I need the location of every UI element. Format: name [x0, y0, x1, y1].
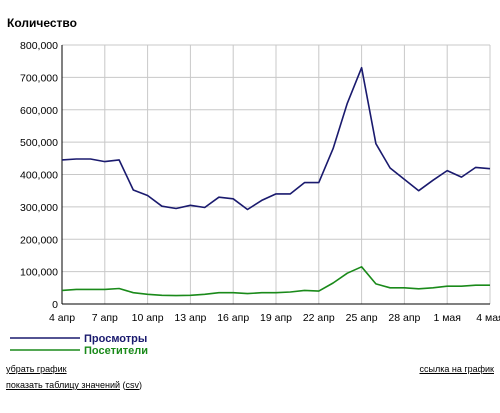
- y-tick-label: 700,000: [20, 72, 58, 84]
- y-tick-label: 400,000: [20, 170, 58, 182]
- x-tick-label: 13 апр: [174, 312, 206, 324]
- csv-open-paren: (: [122, 380, 126, 390]
- series-line-views: [61, 66, 491, 211]
- csv-close-paren: ): [139, 380, 143, 390]
- y-tick-label: 800,000: [20, 40, 58, 52]
- series-lines: [61, 66, 491, 297]
- x-tick-label: 10 апр: [132, 312, 164, 324]
- axes: 0 100,000 200,000 300,000 400,000 500,000 600,…: [20, 40, 500, 324]
- table-links-row: показать таблицу значений (csv): [6, 380, 142, 390]
- x-tick-label: 28 апр: [388, 312, 420, 324]
- y-tick-label: 200,000: [20, 234, 58, 246]
- legend-label: Просмотры: [84, 333, 147, 345]
- x-tick-label: 1 мая: [433, 312, 461, 324]
- remove-chart-link[interactable]: убрать график: [6, 364, 67, 374]
- chart-title: Количество: [7, 16, 77, 30]
- series-line-visitors: [61, 265, 490, 297]
- x-tick-label: 19 апр: [260, 312, 292, 324]
- show-table-link[interactable]: показать таблицу значений: [6, 380, 120, 390]
- x-tick-label: 7 апр: [92, 312, 118, 324]
- x-tick-label: 4 апр: [49, 312, 75, 324]
- x-tick-label: 25 апр: [346, 312, 378, 324]
- y-tick-label: 0: [52, 299, 58, 311]
- y-tick-label: 500,000: [20, 137, 58, 149]
- grid: [62, 44, 491, 304]
- x-tick-label: 22 апр: [303, 312, 335, 324]
- legend-label: Посетители: [84, 345, 148, 357]
- x-tick-label: 16 апр: [217, 312, 249, 324]
- y-tick-label: 600,000: [20, 105, 58, 117]
- y-tick-label: 100,000: [20, 267, 58, 279]
- csv-link[interactable]: csv: [125, 380, 140, 390]
- y-tick-label: 300,000: [20, 202, 58, 214]
- x-tick-label: 4 мая: [476, 312, 500, 324]
- chart-link[interactable]: ссылка на график: [419, 364, 494, 374]
